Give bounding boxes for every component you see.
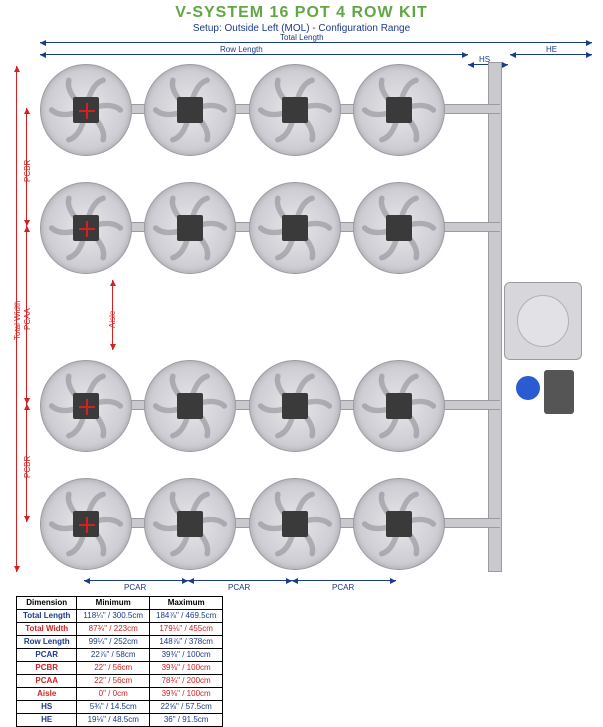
dim-pcar3-line xyxy=(292,580,396,581)
pot xyxy=(249,360,341,452)
title-block: V-SYSTEM 16 POT 4 ROW KIT Setup: Outside… xyxy=(0,0,603,34)
table-row: HS5¾" / 14.5cm22⅝" / 57.5cm xyxy=(17,701,223,714)
pot-row xyxy=(40,180,445,275)
dim-name: PCAA xyxy=(17,675,77,688)
dim-name: PCBR xyxy=(17,662,77,675)
dim-name: PCAR xyxy=(17,649,77,662)
pot-row xyxy=(40,358,445,453)
reservoir xyxy=(504,282,582,360)
dim-max: 184⅞" / 469.5cm xyxy=(150,610,223,623)
pot xyxy=(249,478,341,570)
dim-max: 39⅜" / 100cm xyxy=(150,649,223,662)
dim-pcar1-label: PCAR xyxy=(124,583,146,592)
pot xyxy=(144,360,236,452)
page: V-SYSTEM 16 POT 4 ROW KIT Setup: Outside… xyxy=(0,0,603,700)
pot xyxy=(40,182,132,274)
dim-name: Total Length xyxy=(17,610,77,623)
dim-pcbr-top-label: PCBR xyxy=(23,160,32,182)
pot xyxy=(40,360,132,452)
dim-total-length-line xyxy=(40,42,592,43)
pot xyxy=(353,64,445,156)
table-row: PCBR22" / 56cm39⅜" / 100cm xyxy=(17,662,223,675)
pot xyxy=(40,478,132,570)
dim-min: 5¾" / 14.5cm xyxy=(77,701,150,714)
dim-row-length-line xyxy=(40,54,468,55)
dim-min: 19⅛" / 48.5cm xyxy=(77,714,150,727)
pot-row xyxy=(40,476,445,571)
dim-pcar3-label: PCAR xyxy=(332,583,354,592)
dim-max: 179⅛" / 455cm xyxy=(150,623,223,636)
target-marker xyxy=(83,403,91,411)
target-marker xyxy=(83,225,91,233)
title: V-SYSTEM 16 POT 4 ROW KIT xyxy=(0,4,603,22)
dim-min: 87¾" / 223cm xyxy=(77,623,150,636)
table-row: Total Width87¾" / 223cm179⅛" / 455cm xyxy=(17,623,223,636)
table-row: HE19⅛" / 48.5cm36" / 91.5cm xyxy=(17,714,223,727)
table-header: Minimum xyxy=(77,597,150,610)
pot xyxy=(353,478,445,570)
dim-total-width-label: Total Width xyxy=(13,300,22,340)
dim-total-length-label: Total Length xyxy=(280,33,324,42)
dim-min: 118¼" / 300.5cm xyxy=(77,610,150,623)
target-marker xyxy=(83,521,91,529)
diagram xyxy=(40,62,580,572)
pot xyxy=(40,64,132,156)
dim-name: Aisle xyxy=(17,688,77,701)
table-header: Dimension xyxy=(17,597,77,610)
dim-max: 22⅝" / 57.5cm xyxy=(150,701,223,714)
pot xyxy=(144,182,236,274)
pot xyxy=(353,360,445,452)
dim-min: 22" / 56cm xyxy=(77,675,150,688)
table-row: PCAA22" / 56cm78¾" / 200cm xyxy=(17,675,223,688)
table-row: PCAR22⅞" / 58cm39⅜" / 100cm xyxy=(17,649,223,662)
pump-inlet xyxy=(516,376,540,400)
target-marker xyxy=(83,107,91,115)
dim-max: 78¾" / 200cm xyxy=(150,675,223,688)
table-header: Maximum xyxy=(150,597,223,610)
dim-name: Row Length xyxy=(17,636,77,649)
pot xyxy=(249,182,341,274)
table-row: Total Length118¼" / 300.5cm184⅞" / 469.5… xyxy=(17,610,223,623)
dim-pcar2-line xyxy=(188,580,292,581)
dim-max: 148⅞" / 378cm xyxy=(150,636,223,649)
pot xyxy=(353,182,445,274)
dim-he-line xyxy=(510,54,592,55)
pot xyxy=(249,64,341,156)
dim-min: 22" / 56cm xyxy=(77,662,150,675)
vertical-manifold xyxy=(488,62,502,572)
pot xyxy=(144,478,236,570)
dim-max: 39⅜" / 100cm xyxy=(150,662,223,675)
dimension-table: DimensionMinimumMaximum Total Length118¼… xyxy=(16,596,223,727)
dim-row-length-label: Row Length xyxy=(220,45,263,54)
pump-body xyxy=(544,370,574,414)
table-row: Row Length99¼" / 252cm148⅞" / 378cm xyxy=(17,636,223,649)
dim-name: HE xyxy=(17,714,77,727)
dim-name: HS xyxy=(17,701,77,714)
dim-pcar1-line xyxy=(84,580,188,581)
dim-he-label: HE xyxy=(546,45,557,54)
dim-min: 22⅞" / 58cm xyxy=(77,649,150,662)
dim-min: 99¼" / 252cm xyxy=(77,636,150,649)
dim-name: Total Width xyxy=(17,623,77,636)
dim-max: 39⅜" / 100cm xyxy=(150,688,223,701)
dim-pcaa-label: PCAA xyxy=(23,308,32,330)
table-row: Aisle0" / 0cm39⅜" / 100cm xyxy=(17,688,223,701)
pot xyxy=(144,64,236,156)
dim-pcar2-label: PCAR xyxy=(228,583,250,592)
dim-pcbr-bot-label: PCBR xyxy=(23,456,32,478)
pot-row xyxy=(40,62,445,157)
table-header-row: DimensionMinimumMaximum xyxy=(17,597,223,610)
dim-max: 36" / 91.5cm xyxy=(150,714,223,727)
dim-min: 0" / 0cm xyxy=(77,688,150,701)
pump-assembly xyxy=(516,370,574,422)
pot-grid xyxy=(40,62,445,572)
